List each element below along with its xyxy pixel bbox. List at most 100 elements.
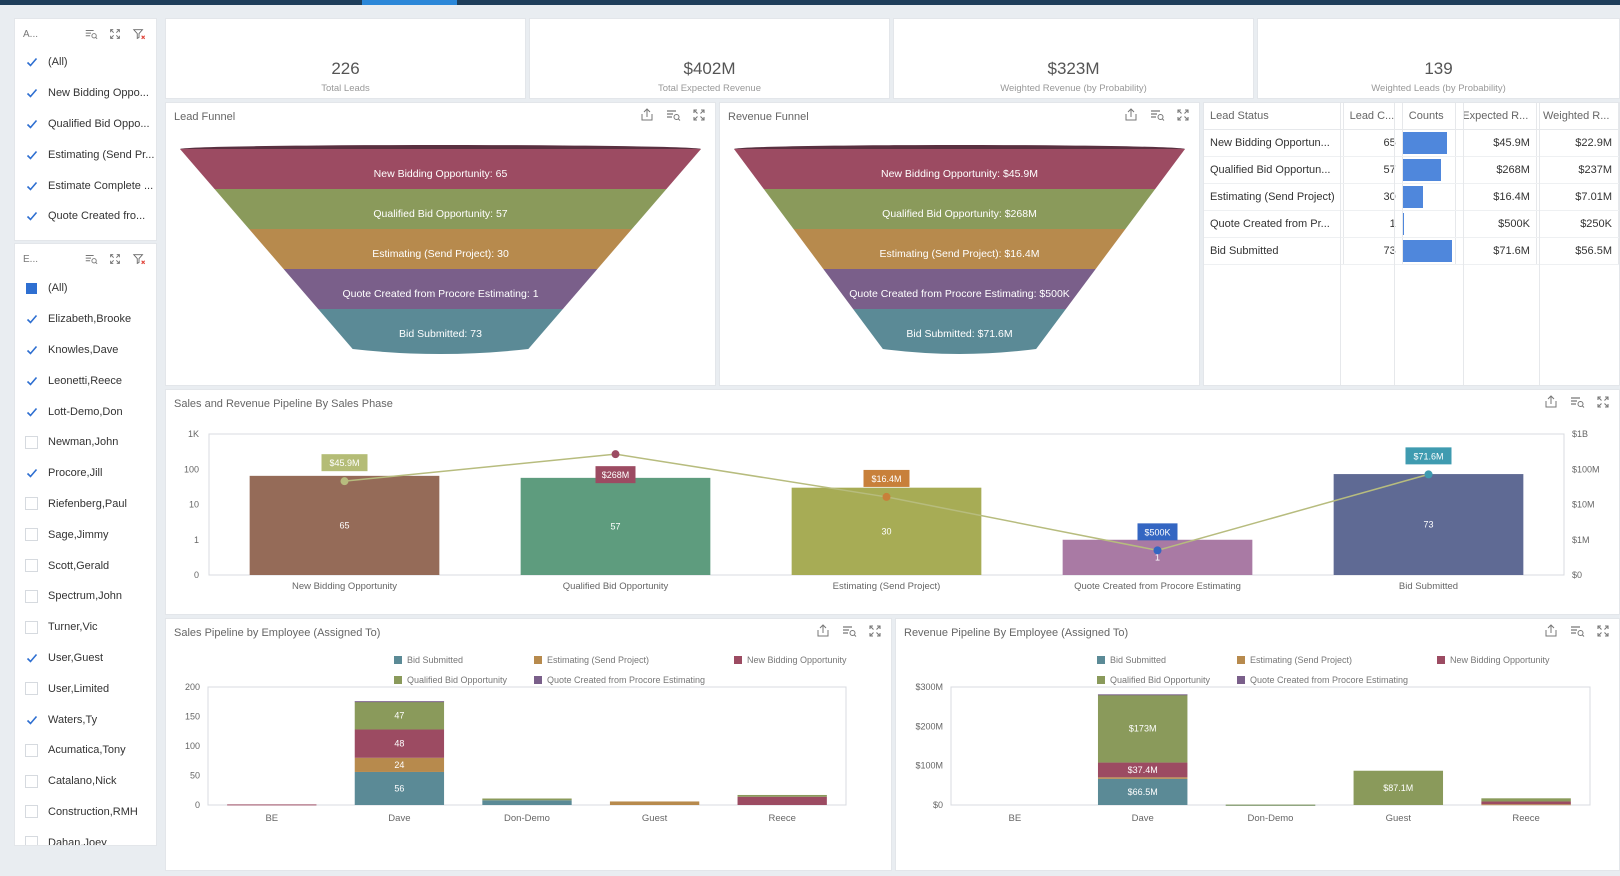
legend-label[interactable]: Qualified Bid Opportunity	[1110, 675, 1211, 685]
export-icon[interactable]	[1543, 623, 1559, 639]
search-filter-icon[interactable]	[1569, 394, 1585, 410]
checkbox-empty-icon[interactable]	[25, 836, 38, 845]
checkbox-checked-icon[interactable]	[25, 179, 38, 192]
revenue-point[interactable]	[882, 492, 891, 501]
phase-bar[interactable]	[249, 475, 440, 575]
grid-header-cell[interactable]: Lead C...	[1343, 103, 1403, 130]
stack-segment[interactable]	[1353, 770, 1444, 805]
filter-item[interactable]: Construction,RMH	[15, 797, 156, 828]
filter-item[interactable]: Leonetti,Reece	[15, 365, 156, 396]
revenue-point[interactable]	[611, 450, 620, 459]
stack-segment[interactable]	[609, 801, 700, 805]
filter-item[interactable]: (All)	[15, 47, 156, 78]
legend-label[interactable]: Estimating (Send Project)	[547, 655, 649, 665]
stack-segment[interactable]	[1097, 762, 1188, 778]
legend-label[interactable]: Bid Submitted	[1110, 655, 1166, 665]
grid-row[interactable]: Qualified Bid Opportun... 57 $268M $237M	[1204, 156, 1619, 184]
search-filter-icon[interactable]	[1569, 623, 1585, 639]
phase-bar[interactable]	[520, 477, 711, 575]
checkbox-empty-icon[interactable]	[25, 743, 38, 757]
stack-segment[interactable]	[1481, 801, 1571, 805]
expand-icon[interactable]	[691, 107, 707, 123]
grid-header-cell[interactable]: Weighted R...	[1536, 103, 1619, 130]
filter-item[interactable]: (All)	[15, 273, 156, 304]
checkbox-empty-icon[interactable]	[25, 435, 38, 449]
stack-segment[interactable]	[354, 729, 445, 758]
revenue-point[interactable]	[1153, 546, 1162, 555]
funnel-segment[interactable]	[214, 189, 667, 233]
legend-label[interactable]: Quote Created from Procore Estimating	[1250, 675, 1408, 685]
legend-label[interactable]: Bid Submitted	[407, 655, 463, 665]
phase-bar[interactable]	[1333, 474, 1524, 575]
filter-item[interactable]: Knowles,Dave	[15, 335, 156, 366]
grid-row[interactable]: Quote Created from Pr... 1 $500K $250K	[1204, 210, 1619, 238]
search-filter-icon[interactable]	[84, 27, 98, 41]
filter-item[interactable]: Estimating (Send Pr...	[15, 139, 156, 170]
checkbox-empty-icon[interactable]	[25, 620, 38, 634]
filter-item[interactable]: Waters,Ty	[15, 704, 156, 735]
filter-item[interactable]: Sage,Jimmy	[15, 519, 156, 550]
checkbox-checked-icon[interactable]	[25, 713, 38, 726]
export-icon[interactable]	[815, 623, 831, 639]
checkbox-checked-icon[interactable]	[25, 210, 38, 223]
filter-item[interactable]: User,Limited	[15, 673, 156, 704]
search-filter-icon[interactable]	[841, 623, 857, 639]
grid-header-cell[interactable]: Counts	[1402, 103, 1457, 130]
checkbox-checked-icon[interactable]	[25, 56, 38, 69]
stack-segment[interactable]	[482, 800, 572, 805]
filter-item[interactable]: Acumatica,Tony	[15, 735, 156, 766]
checkbox-checked-icon[interactable]	[25, 374, 38, 387]
search-filter-icon[interactable]	[665, 107, 681, 123]
stack-segment[interactable]	[354, 771, 445, 805]
search-filter-icon[interactable]	[84, 252, 98, 266]
checkbox-checked-icon[interactable]	[25, 87, 38, 100]
funnel-segment[interactable]	[283, 269, 598, 313]
stack-segment[interactable]	[1097, 694, 1188, 696]
funnel-segment[interactable]	[318, 309, 563, 354]
stack-segment[interactable]	[1097, 694, 1188, 763]
stack-segment[interactable]	[1097, 777, 1188, 779]
filter-item[interactable]: Spectrum,John	[15, 581, 156, 612]
grid-header-cell[interactable]: Expected R...	[1455, 103, 1537, 130]
revenue-point[interactable]	[1424, 470, 1433, 479]
legend-label[interactable]: Estimating (Send Project)	[1250, 655, 1352, 665]
stack-segment[interactable]	[482, 798, 572, 801]
funnel-segment[interactable]	[823, 269, 1096, 313]
checkbox-empty-icon[interactable]	[25, 497, 38, 511]
search-filter-icon[interactable]	[1149, 107, 1165, 123]
grid-row[interactable]: Bid Submitted 73 $71.6M $56.5M	[1204, 237, 1619, 265]
phase-bar[interactable]	[791, 487, 982, 575]
funnel-segment[interactable]	[763, 189, 1156, 233]
stack-segment[interactable]	[1097, 778, 1188, 805]
checkbox-empty-icon[interactable]	[25, 682, 38, 696]
checkbox-partial-icon[interactable]	[26, 282, 37, 294]
stack-segment[interactable]	[737, 796, 827, 805]
expand-icon[interactable]	[1595, 394, 1611, 410]
grid-row[interactable]: Estimating (Send Project) 30 $16.4M $7.01M	[1204, 183, 1619, 211]
checkbox-empty-icon[interactable]	[25, 528, 38, 542]
checkbox-empty-icon[interactable]	[25, 805, 38, 819]
stack-segment[interactable]	[1225, 804, 1316, 806]
checkbox-empty-icon[interactable]	[25, 559, 38, 573]
export-icon[interactable]	[1123, 107, 1139, 123]
checkbox-empty-icon[interactable]	[25, 589, 38, 603]
legend-label[interactable]: Qualified Bid Opportunity	[407, 675, 508, 685]
expand-icon[interactable]	[108, 27, 122, 41]
filter-item[interactable]: Turner,Vic	[15, 612, 156, 643]
legend-label[interactable]: Quote Created from Procore Estimating	[547, 675, 705, 685]
filter-item[interactable]: User,Guest	[15, 643, 156, 674]
stack-segment[interactable]	[1481, 804, 1571, 806]
filter-item[interactable]: New Bidding Oppo...	[15, 78, 156, 109]
expand-icon[interactable]	[1595, 623, 1611, 639]
funnel-segment[interactable]	[180, 149, 701, 193]
legend-label[interactable]: New Bidding Opportunity	[747, 655, 847, 665]
checkbox-empty-icon[interactable]	[25, 774, 38, 788]
clear-filter-icon[interactable]	[132, 252, 146, 266]
export-icon[interactable]	[1543, 394, 1559, 410]
stack-segment[interactable]	[354, 701, 445, 730]
stack-segment[interactable]	[227, 804, 317, 806]
expand-icon[interactable]	[1175, 107, 1191, 123]
filter-item[interactable]: Catalano,Nick	[15, 766, 156, 797]
stack-segment[interactable]	[1481, 798, 1571, 802]
checkbox-checked-icon[interactable]	[25, 313, 38, 326]
